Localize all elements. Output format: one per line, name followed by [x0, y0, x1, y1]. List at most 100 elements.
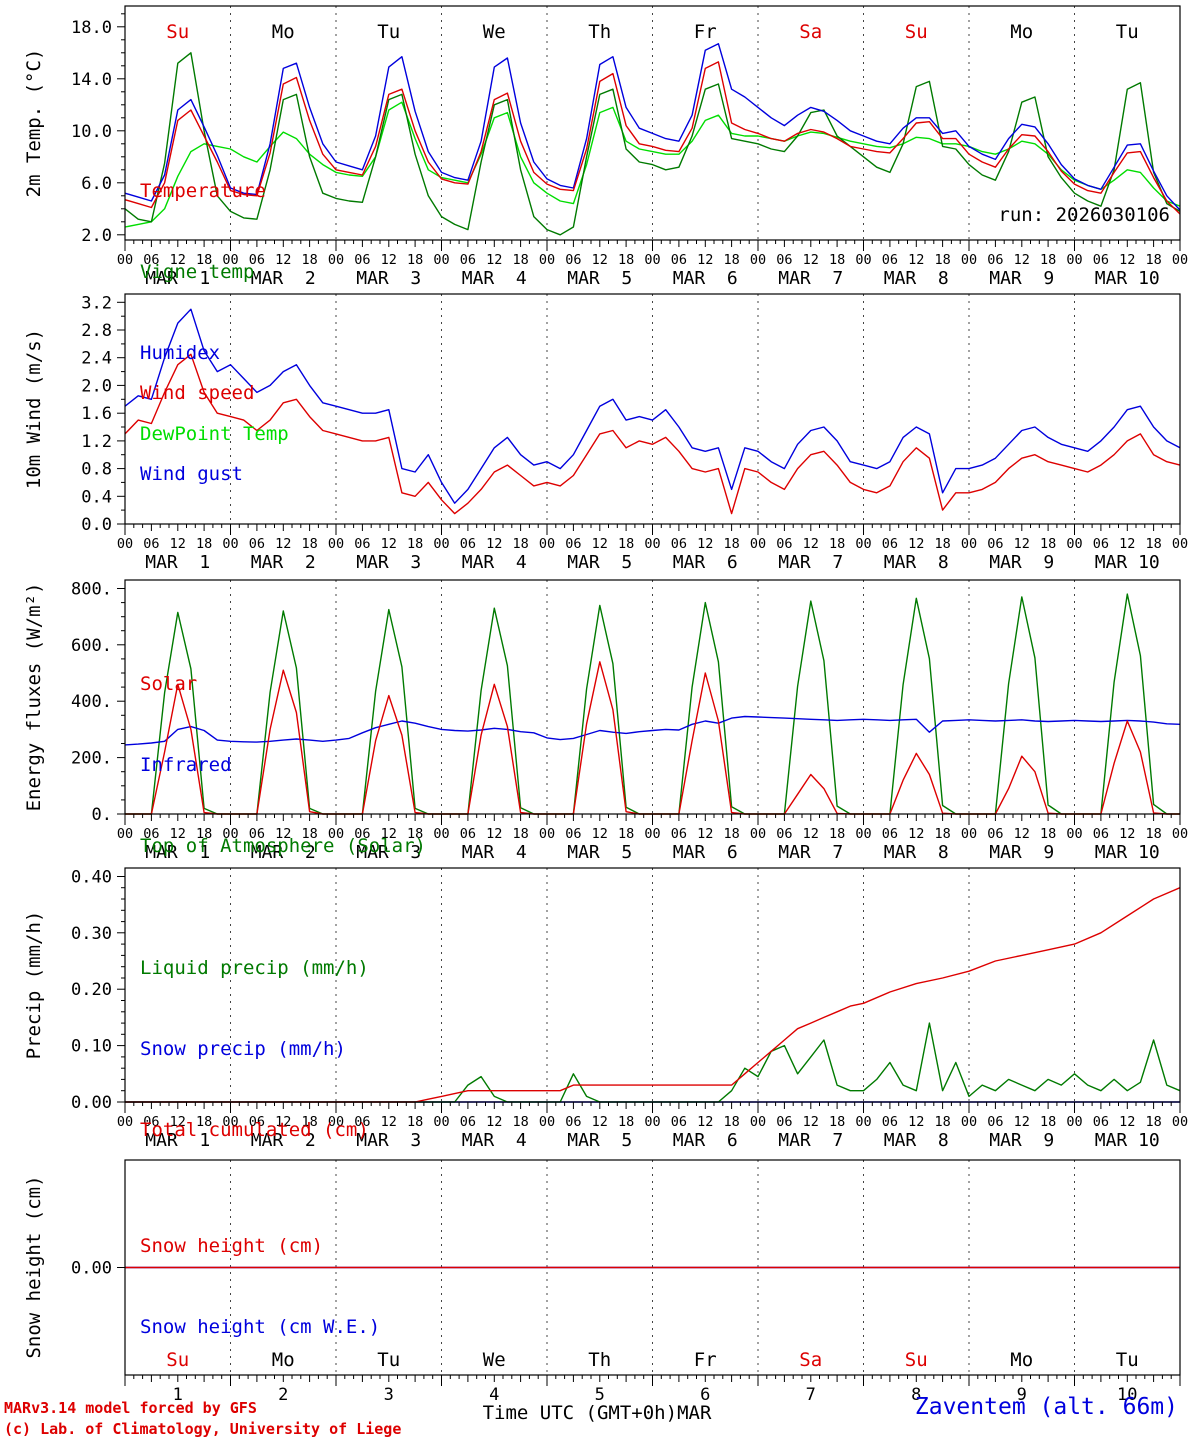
hour-label: 00: [750, 252, 766, 268]
hour-label: 18: [1040, 252, 1056, 268]
hour-label: 00: [750, 536, 766, 552]
x-axis-title: Time UTC (GMT+0h)MAR: [0, 1402, 1194, 1424]
day-label: MAR 7: [778, 1130, 843, 1151]
hour-label: 00: [644, 1114, 660, 1130]
series-dewpoint-temp: [124, 101, 1181, 228]
day-number: 4: [489, 1385, 499, 1405]
hour-label: 00: [433, 1114, 449, 1130]
hour-label: 00: [855, 252, 871, 268]
weekday-label-top: Sa: [799, 21, 822, 43]
day-label: MAR 8: [884, 268, 949, 289]
y-tick-label: 1.2: [81, 432, 112, 452]
weekday-label-bottom: Mo: [1010, 1349, 1033, 1371]
day-number: 8: [911, 1385, 921, 1405]
day-label: MAR 2: [251, 842, 316, 863]
day-label: MAR 7: [778, 268, 843, 289]
hour-label: 06: [565, 1114, 581, 1130]
y-axis-title-snow: Snow height (cm): [23, 1175, 45, 1359]
legend-wind-gust: Wind gust: [140, 463, 243, 485]
hour-label: 12: [592, 252, 608, 268]
y-tick-label: 0.00: [71, 1259, 112, 1279]
hour-label: 06: [143, 1114, 159, 1130]
hour-label: 06: [565, 252, 581, 268]
legend-snow-height-we: Snow height (cm W.E.): [140, 1316, 381, 1338]
wind-legend: Wind speed Wind gust: [140, 326, 254, 515]
hour-label: 12: [170, 536, 186, 552]
legend-liquid-precip: Liquid precip (mm/h): [140, 957, 369, 979]
hour-label: 12: [908, 536, 924, 552]
hour-label: 06: [882, 252, 898, 268]
weekday-label-bottom: Tu: [1116, 1349, 1139, 1371]
legend-temperature: Temperature: [140, 180, 266, 202]
hour-label: 18: [934, 536, 950, 552]
hour-label: 00: [117, 536, 133, 552]
weekday-label-top: Su: [905, 21, 928, 43]
hour-label: 00: [328, 536, 344, 552]
hour-label: 06: [460, 1114, 476, 1130]
y-tick-label: 2.8: [81, 321, 112, 341]
day-number: 5: [595, 1385, 605, 1405]
energy-legend: Solar Infrared Top of Atmosphere (Solar): [140, 617, 426, 887]
legend-wind-speed: Wind speed: [140, 382, 255, 404]
hour-label: 06: [671, 536, 687, 552]
hour-label: 12: [697, 826, 713, 842]
hour-label: 12: [908, 1114, 924, 1130]
hour-label: 18: [934, 1114, 950, 1130]
day-label: MAR 2: [251, 1130, 316, 1151]
hour-label: 18: [196, 536, 212, 552]
hour-label: 18: [1040, 826, 1056, 842]
hour-label: 18: [1040, 1114, 1056, 1130]
hour-label: 00: [539, 536, 555, 552]
weekday-label-top: Mo: [272, 21, 295, 43]
hour-label: 00: [961, 536, 977, 552]
hour-label: 06: [671, 1114, 687, 1130]
y-tick-label: 0.10: [71, 1037, 112, 1057]
hour-label: 06: [1093, 252, 1109, 268]
weekday-label-top: Mo: [1010, 21, 1033, 43]
y-tick-label: 10.0: [71, 122, 112, 142]
legend-vigne-temp: Vigne temp: [140, 261, 255, 283]
hour-label: 06: [882, 826, 898, 842]
hour-label: 18: [618, 826, 634, 842]
hour-label: 18: [196, 1114, 212, 1130]
hour-label: 18: [829, 1114, 845, 1130]
y-axis-title-wind: 10m Wind (m/s): [23, 328, 45, 490]
y-tick-label: 0.: [92, 805, 112, 825]
hour-label: 18: [618, 1114, 634, 1130]
day-label: MAR 10: [1095, 552, 1160, 573]
hour-label: 06: [882, 536, 898, 552]
hour-label: 12: [592, 1114, 608, 1130]
y-tick-label: 0.40: [71, 867, 112, 887]
hour-label: 12: [697, 536, 713, 552]
hour-label: 00: [750, 1114, 766, 1130]
hour-label: 00: [539, 252, 555, 268]
weekday-label-bottom: Su: [905, 1349, 928, 1371]
y-tick-label: 2.0: [81, 376, 112, 396]
day-label: MAR 4: [462, 552, 527, 573]
legend-infrared: Infrared: [140, 754, 232, 776]
day-label: MAR 4: [462, 842, 527, 863]
day-label: MAR 8: [884, 552, 949, 573]
y-tick-label: 0.20: [71, 980, 112, 1000]
day-label: MAR 3: [356, 552, 421, 573]
hour-label: 00: [433, 536, 449, 552]
hour-label: 18: [1145, 252, 1161, 268]
day-number: 1: [173, 1385, 183, 1405]
hour-label: 00: [1066, 826, 1082, 842]
hour-label: 00: [644, 826, 660, 842]
hour-label: 18: [618, 252, 634, 268]
hour-label: 00: [644, 252, 660, 268]
day-label: MAR 9: [989, 1130, 1054, 1151]
hour-label: 12: [275, 826, 291, 842]
hour-label: 06: [460, 252, 476, 268]
hour-label: 00: [328, 252, 344, 268]
hour-label: 06: [776, 1114, 792, 1130]
weekday-label-top: Fr: [694, 21, 717, 43]
hour-label: 12: [486, 252, 502, 268]
hour-label: 18: [723, 252, 739, 268]
hour-label: 18: [301, 536, 317, 552]
hour-label: 06: [776, 536, 792, 552]
hour-label: 18: [723, 1114, 739, 1130]
day-label: MAR 8: [884, 842, 949, 863]
hour-label: 12: [697, 252, 713, 268]
